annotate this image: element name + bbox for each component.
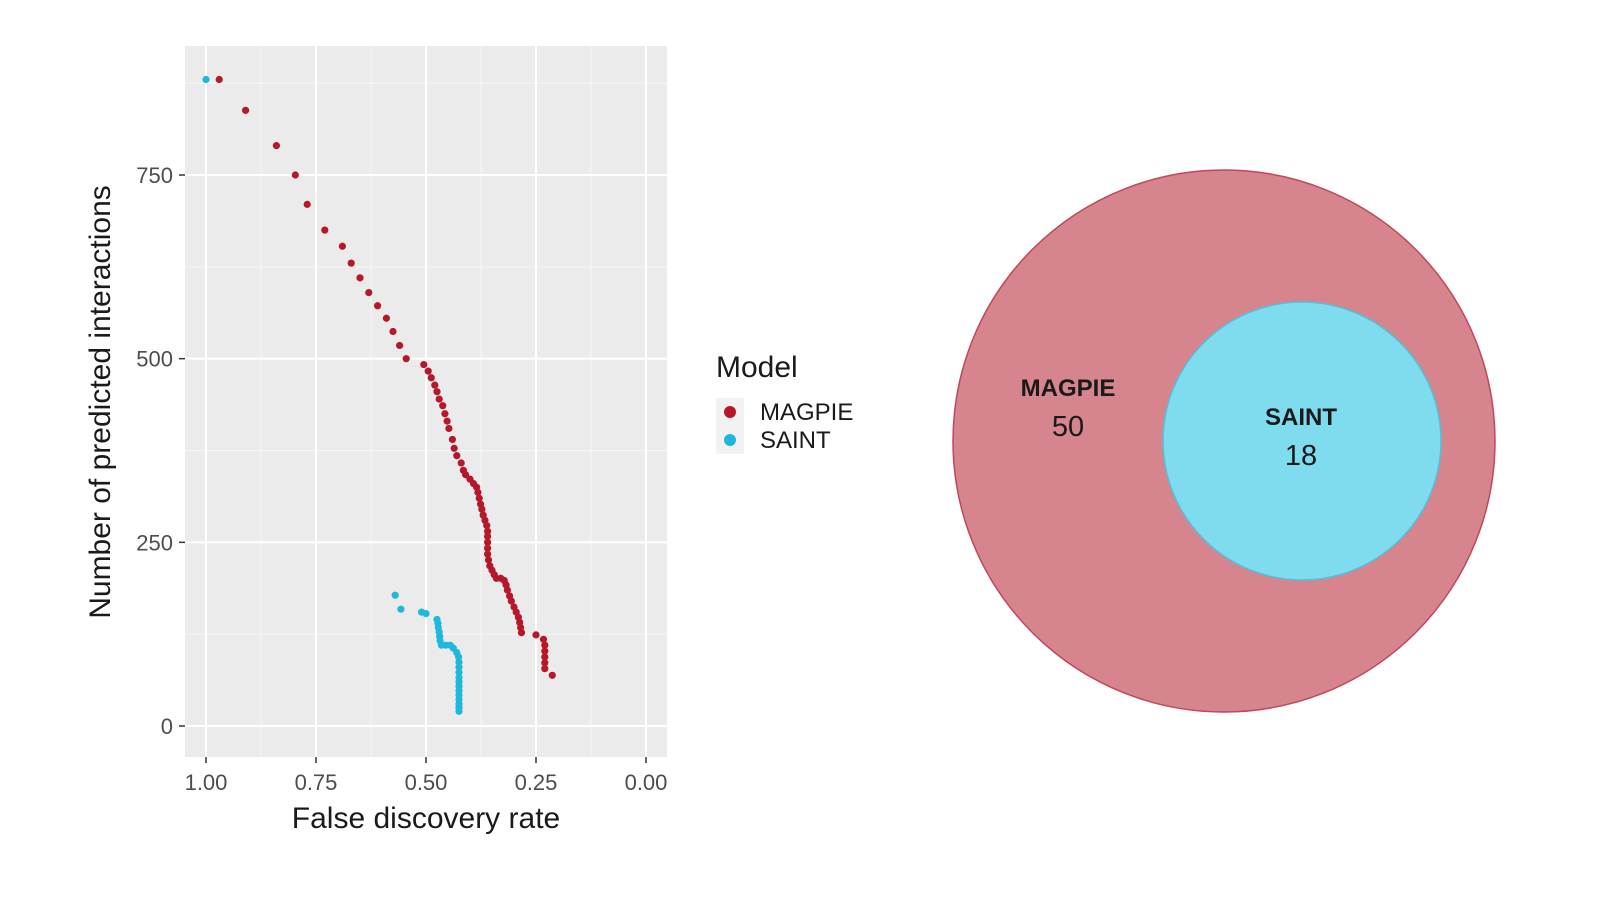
point-magpie bbox=[431, 381, 439, 389]
venn-set-saint bbox=[1162, 301, 1442, 581]
point-magpie bbox=[541, 647, 549, 655]
point-magpie bbox=[539, 635, 548, 643]
point-magpie bbox=[548, 671, 556, 679]
y-tick-label: 250 bbox=[136, 530, 173, 555]
point-magpie bbox=[443, 417, 451, 425]
point-saint bbox=[391, 591, 399, 599]
data-points bbox=[202, 75, 556, 715]
point-magpie bbox=[517, 629, 526, 637]
venn-label-magpie: MAGPIE bbox=[1021, 375, 1116, 402]
point-magpie bbox=[303, 200, 311, 208]
point-magpie bbox=[483, 521, 491, 530]
point-magpie bbox=[389, 327, 397, 336]
y-tick-label: 500 bbox=[136, 347, 173, 372]
point-magpie bbox=[402, 355, 410, 363]
point-magpie bbox=[365, 288, 373, 297]
point-magpie bbox=[532, 631, 540, 639]
point-magpie bbox=[291, 171, 299, 179]
point-magpie bbox=[457, 459, 465, 467]
point-magpie bbox=[439, 402, 447, 410]
point-magpie bbox=[475, 494, 483, 502]
legend-title: Model bbox=[716, 351, 798, 384]
point-magpie bbox=[462, 471, 470, 479]
point-magpie bbox=[441, 410, 449, 418]
point-magpie bbox=[435, 395, 443, 403]
point-magpie bbox=[450, 444, 458, 452]
point-magpie bbox=[356, 274, 364, 282]
legend-label-magpie: MAGPIE bbox=[760, 399, 853, 426]
x-tick-label: 0.75 bbox=[295, 770, 338, 795]
legend: Model MAGPIE SAINT bbox=[716, 351, 853, 454]
legend-key-magpie bbox=[724, 406, 736, 418]
y-axis-title: Number of predicted interactions bbox=[84, 185, 117, 619]
point-saint bbox=[454, 653, 463, 661]
point-saint bbox=[455, 668, 463, 676]
point-magpie bbox=[507, 597, 515, 605]
point-magpie bbox=[484, 550, 492, 558]
y-tick-label: 0 bbox=[161, 714, 173, 739]
y-axis-ticks: 0 250 500 750 bbox=[136, 163, 185, 739]
x-tick-label: 0.50 bbox=[405, 770, 448, 795]
point-magpie bbox=[445, 424, 453, 433]
point-magpie bbox=[484, 544, 492, 552]
scatter-svg: 1.00 0.75 0.50 0.25 0.00 0 250 500 750 False di… bbox=[84, 46, 853, 835]
point-saint bbox=[455, 707, 463, 715]
point-magpie bbox=[453, 452, 461, 460]
venn-svg: MAGPIE 50 SAINT 18 bbox=[952, 169, 1496, 713]
point-magpie bbox=[396, 341, 404, 350]
point-magpie bbox=[338, 242, 346, 250]
venn-count-magpie: 50 bbox=[1052, 411, 1084, 443]
point-magpie bbox=[541, 641, 549, 649]
point-magpie bbox=[382, 314, 390, 322]
point-magpie bbox=[541, 665, 549, 673]
point-magpie bbox=[541, 659, 549, 667]
point-magpie bbox=[424, 367, 432, 375]
point-magpie bbox=[448, 435, 456, 444]
point-magpie bbox=[272, 142, 280, 150]
x-axis-ticks: 1.00 0.75 0.50 0.25 0.00 bbox=[185, 757, 668, 795]
x-tick-label: 0.00 bbox=[625, 770, 668, 795]
point-magpie bbox=[215, 75, 223, 84]
venn-count-saint: 18 bbox=[1285, 440, 1317, 472]
x-tick-label: 1.00 bbox=[185, 770, 228, 795]
major-gridlines bbox=[185, 46, 667, 757]
point-saint bbox=[455, 663, 463, 671]
point-magpie bbox=[503, 586, 511, 594]
point-saint bbox=[455, 658, 463, 666]
point-magpie bbox=[484, 538, 492, 546]
legend-key-saint bbox=[724, 434, 736, 446]
point-magpie bbox=[474, 488, 482, 496]
point-magpie bbox=[484, 527, 492, 535]
point-magpie bbox=[242, 106, 250, 114]
venn-diagram: MAGPIE 50 SAINT 18 bbox=[900, 0, 1600, 900]
point-saint bbox=[202, 75, 210, 84]
point-magpie bbox=[427, 374, 435, 382]
x-tick-label: 0.25 bbox=[515, 770, 558, 795]
point-magpie bbox=[321, 226, 329, 234]
point-magpie bbox=[420, 360, 428, 369]
point-magpie bbox=[484, 556, 493, 564]
point-saint bbox=[397, 605, 405, 613]
venn-label-saint: SAINT bbox=[1265, 404, 1337, 431]
point-magpie bbox=[541, 653, 549, 661]
point-magpie bbox=[374, 302, 382, 310]
point-saint bbox=[422, 609, 430, 618]
point-magpie bbox=[433, 388, 441, 396]
legend-label-saint: SAINT bbox=[760, 427, 831, 454]
y-tick-label: 750 bbox=[136, 163, 173, 188]
scatter-chart: 1.00 0.75 0.50 0.25 0.00 0 250 500 750 False di… bbox=[84, 46, 853, 835]
point-magpie bbox=[484, 532, 492, 541]
point-magpie bbox=[478, 505, 486, 513]
x-axis-title: False discovery rate bbox=[292, 802, 560, 835]
point-magpie bbox=[347, 259, 355, 267]
